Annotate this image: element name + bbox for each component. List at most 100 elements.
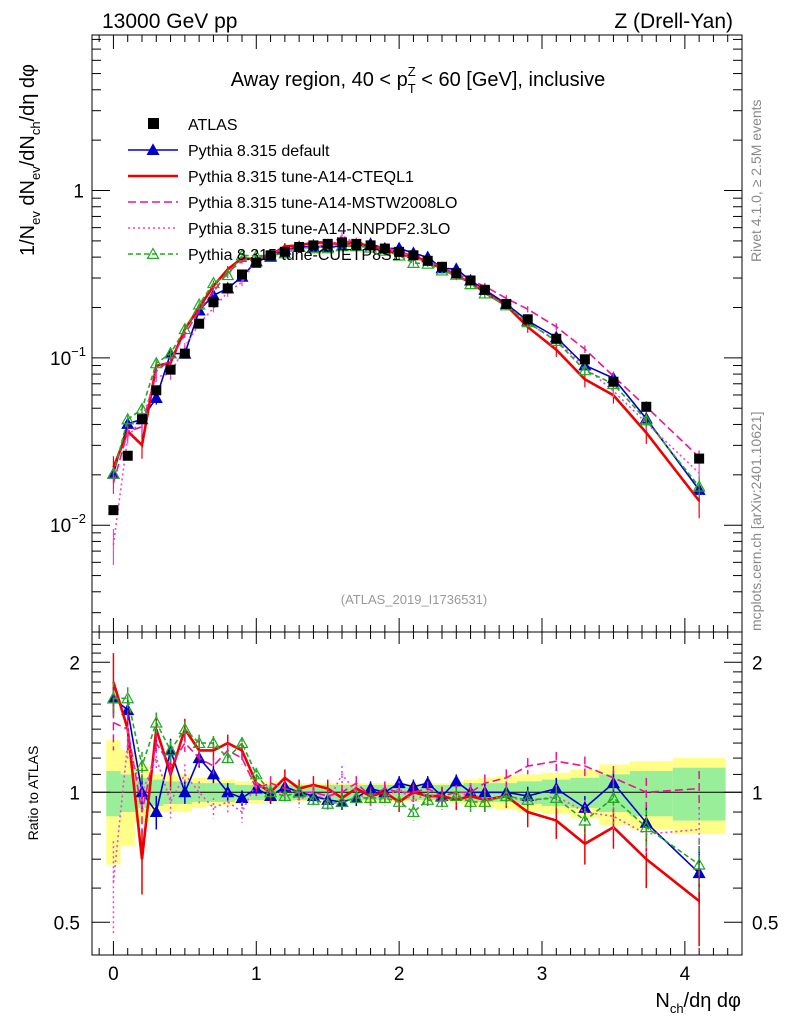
cuetp-ratio-marker [335,795,349,807]
cuetp-ratio-marker [378,791,392,803]
cuetp-ratio-marker [221,751,235,764]
y-main-tick-exponent: −2 [71,511,86,526]
cuetp-main-marker [164,346,178,359]
cuetp-ratio-marker [278,789,292,802]
atlas-data-point [437,261,447,272]
chart-title: Away region, 40 < pTZ < 60 [GeV], inclus… [231,64,605,96]
nnpdf-ratio-line [112,742,700,883]
ratio-panel-frame [91,631,743,956]
legend-entry-cteql1: Pythia 8.315 tune-A14-CTEQL1 [128,169,414,186]
atlas-data-point [579,354,590,365]
mstw-ratio-line [113,721,700,813]
legend-label-data: ATLAS [188,117,238,134]
atlas-data-point [122,450,133,461]
cuetp-ratio-marker [164,743,178,756]
x-tick-label: 0 [108,964,119,985]
atlas-data-point [522,314,533,325]
mcplots-label: mcplots.cern.ch [arXiv:2401.10621] [748,412,764,631]
chart-title-sup: Z [408,64,416,79]
atlas-data-point [194,318,205,329]
cuetp-ratio-marker [449,789,463,802]
band-green-segment [629,771,673,817]
legend-entry-nnpdf: Pythia 8.315 tune-A14-NNPDF2.3LO [128,221,450,238]
atlas-data-point [137,414,147,425]
y-main-tick-label: 1 [73,182,84,203]
y-ratio-tick-label-right: 1 [752,783,763,804]
x-tick-label: 2 [394,964,405,985]
cuetp-ratio-marker [521,793,535,805]
legend-entry-data: ATLAS [148,117,238,134]
y-ratio-tick-label-right: 0.5 [752,913,778,934]
atlas-data-point [208,297,219,308]
cuetp-main-marker [235,248,249,261]
cuetp-main-marker [192,297,206,310]
legend-label-mstw: Pythia 8.315 tune-A14-MSTW2008LO [188,195,457,212]
atlas-data-point [365,240,376,251]
cuetp-main-marker [406,256,420,268]
cuetp-ratio-marker [121,691,135,704]
cuetp-ratio-marker [435,795,449,807]
cuetp-ratio-marker [421,793,435,805]
atlas-data-point [379,243,390,254]
y-ratio-tick-label: 2 [69,653,80,674]
y-ratio-tick-label: 0.5 [54,913,80,934]
default-main-marker [149,391,163,403]
cuetp-main-marker [149,356,163,369]
atlas-data-point [641,401,652,412]
atlas-data-point [279,246,290,257]
atlas-data-point [451,268,462,279]
y-axis-label-main: 1/Nev dNev/dNch/dη dφ [17,64,43,256]
legend: ATLAS Pythia 8.315 default Pythia 8.315 tu… [128,117,457,264]
atlas-data-point [465,275,476,286]
cuetp-ratio-marker [392,795,406,807]
atlas-data-point [479,284,490,295]
cuetp-ratio-marker [192,736,206,749]
cuetp-ratio-marker [264,785,278,798]
cuetp-ratio-marker [349,791,363,803]
mstw-main-line [112,239,700,484]
band-green-segment [106,771,121,817]
atlas-data-point [422,255,433,266]
cuetp-ratio-marker [578,813,592,826]
atlas-data-point [108,505,119,516]
legend-marker-default [146,143,160,155]
legend-label-default: Pythia 8.315 default [188,143,330,160]
atlas-data-point [551,333,562,344]
cuetp-ratio-marker [464,795,478,807]
cuetp-ratio-marker [178,722,192,735]
cuetp-ratio-marker [306,793,320,805]
main-plot-area [106,232,706,566]
atlas-data-point [251,257,262,268]
legend-entry-mstw: Pythia 8.315 tune-A14-MSTW2008LO [128,195,457,212]
cuetp-main-marker [178,322,192,335]
atlas-data-point [294,241,305,252]
cuetp-ratio-marker [406,805,420,818]
cuetp-ratio-marker [364,791,378,803]
atlas-data-point [179,348,190,359]
cuetp-ratio-marker [321,797,335,809]
legend-marker-cuetp [146,247,160,259]
ratio-plot-area [92,653,742,947]
legend-marker-atlas [148,118,159,129]
cuetp-ratio-line [113,697,700,866]
atlas-data-point [265,250,276,261]
rivet-label: Rivet 4.1.0, ≥ 2.5M events [748,99,764,262]
cuetp-main-marker [206,276,220,289]
cuetp-ratio-marker [149,715,163,728]
cuetp-main-marker [221,268,235,281]
atlas-data-point [322,238,333,249]
x-axis-label: Nch/dη dφ [655,990,741,1016]
legend-label-cteql1: Pythia 8.315 tune-A14-CTEQL1 [188,169,414,186]
cuetp-ratio-marker [206,736,220,749]
y-axis-label-ratio: Ratio to ATLAS [25,746,41,841]
atlas-data-point [165,364,176,375]
chart-title-sub: T [408,81,416,96]
y-main-tick-label: 10−1 [50,344,86,370]
cuetp-ratio-marker [235,736,249,749]
cuetp-ratio-marker [606,791,620,803]
legend-entry-default: Pythia 8.315 default [128,143,330,160]
energy-label: 13000 GeV pp [102,10,237,33]
cuetp-main-marker [692,479,706,492]
analysis-id: (ATLAS_2019_I1736531) [341,592,487,607]
